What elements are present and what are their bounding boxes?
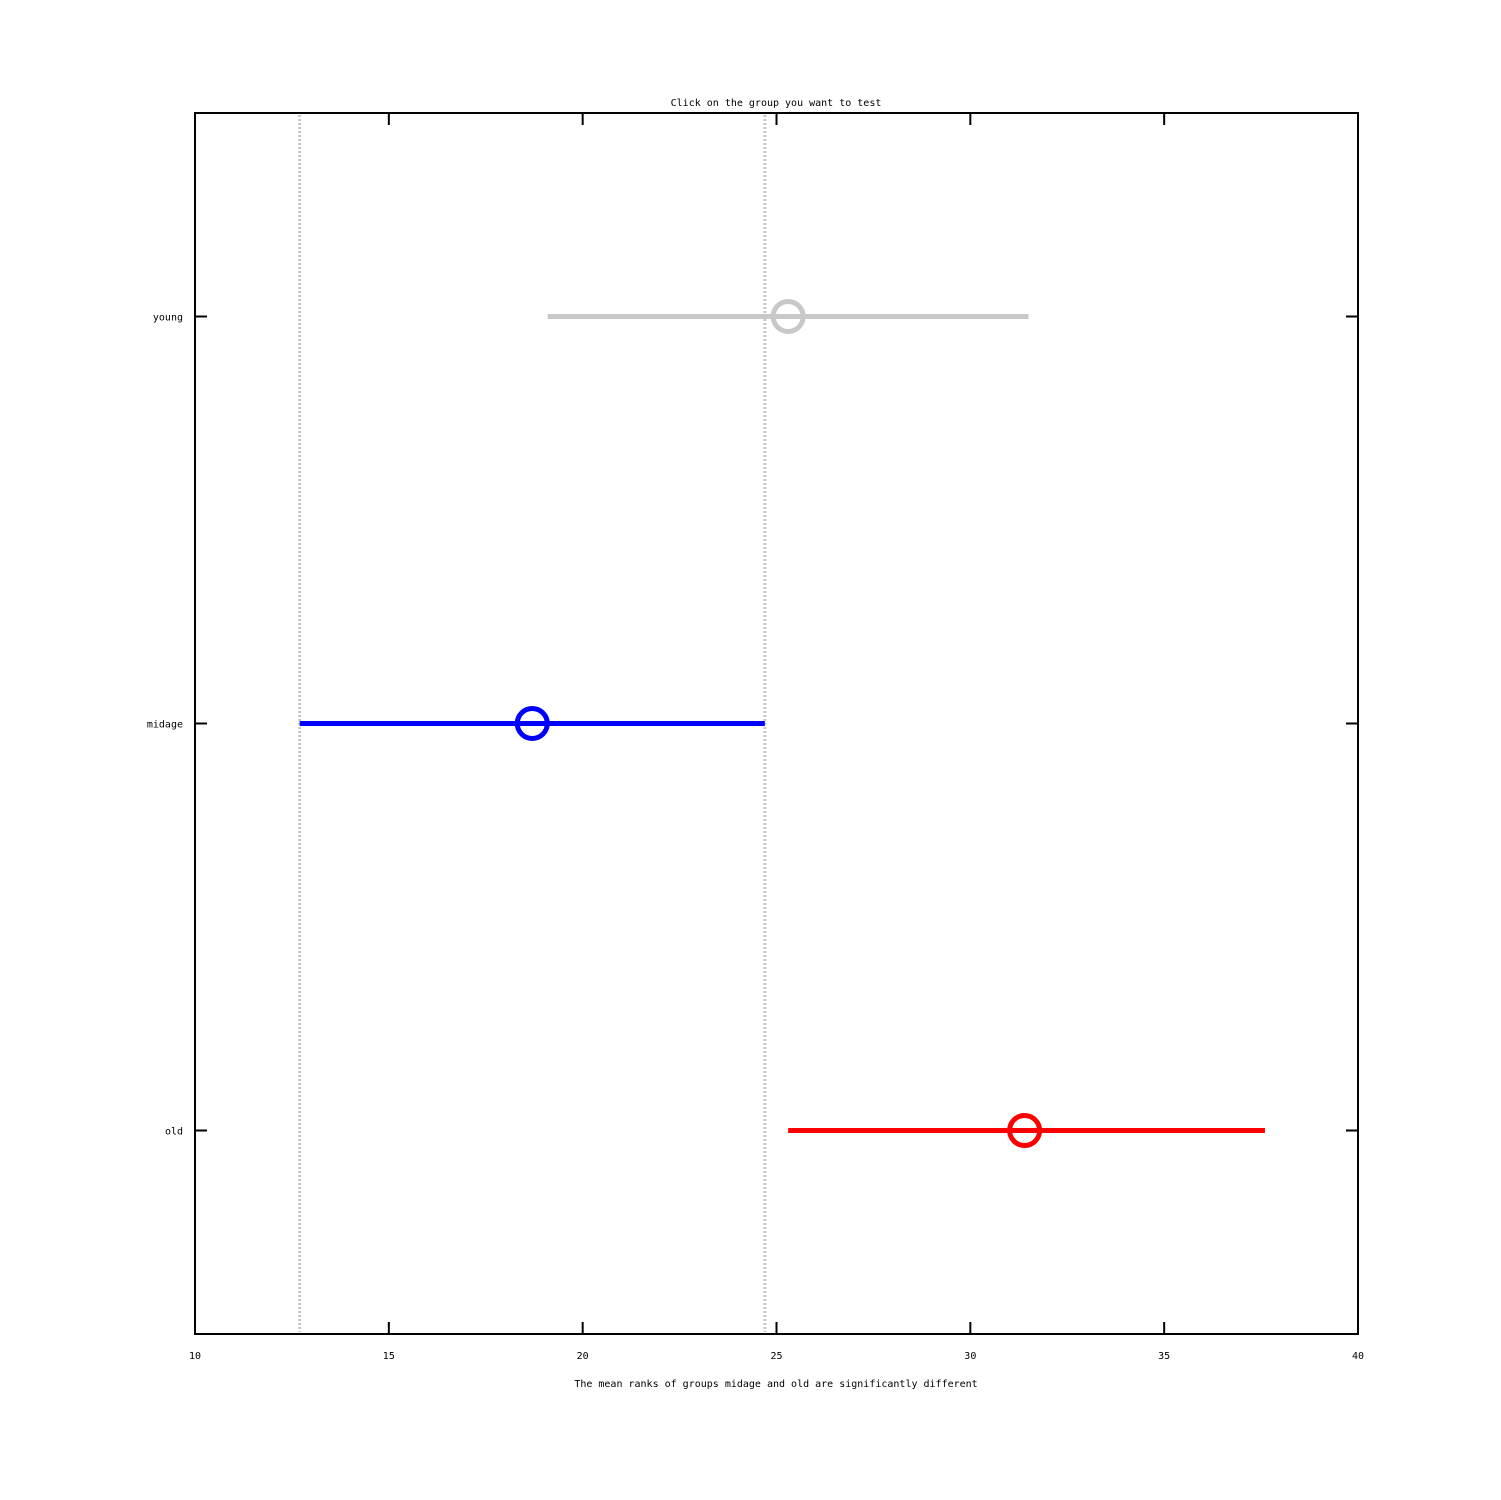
- group-midage[interactable]: [299, 706, 765, 741]
- x-tick-label: 15: [383, 1351, 395, 1362]
- y-tick-label-midage: midage: [147, 720, 183, 731]
- chart-title: Click on the group you want to test: [671, 98, 882, 109]
- y-tick-label-old: old: [165, 1127, 183, 1138]
- y-axis-ticks: young midage old: [147, 313, 1358, 1138]
- plot-frame: [194, 112, 1359, 1335]
- x-axis-label: The mean ranks of groups midage and old …: [574, 1379, 977, 1390]
- x-tick-label: 35: [1158, 1351, 1170, 1362]
- x-tick-label: 40: [1352, 1351, 1364, 1362]
- y-tick-label-young: young: [153, 313, 183, 324]
- x-tick-label: 20: [577, 1351, 589, 1362]
- mean-marker-young[interactable]: [770, 299, 806, 334]
- mean-marker-old[interactable]: [1007, 1113, 1043, 1148]
- x-tick-label: 30: [964, 1351, 976, 1362]
- group-old[interactable]: [788, 1113, 1265, 1148]
- group-intervals[interactable]: [299, 299, 1265, 1148]
- group-young[interactable]: [547, 299, 1029, 334]
- mean-marker-midage[interactable]: [514, 706, 550, 741]
- x-tick-label: 25: [770, 1351, 782, 1362]
- x-tick-label: 10: [189, 1351, 201, 1362]
